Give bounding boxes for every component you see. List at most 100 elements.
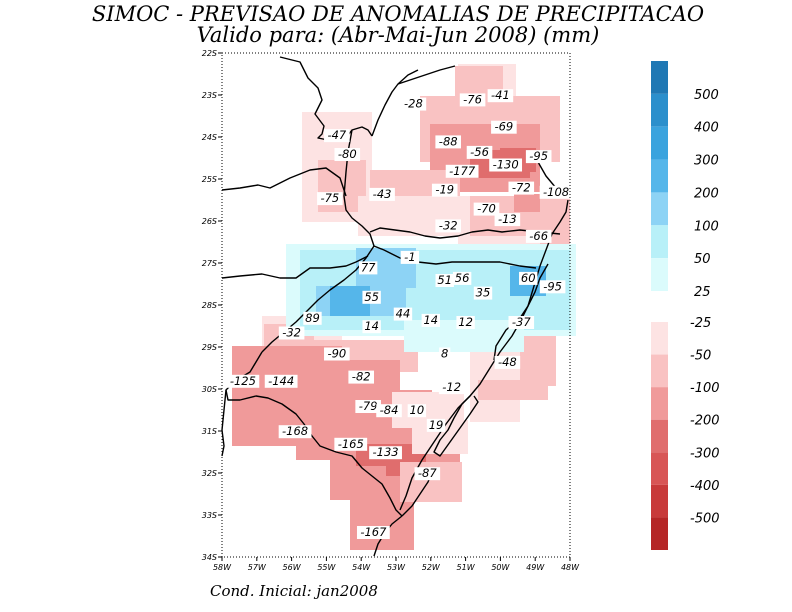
lat-tick-label: 28S: [202, 301, 217, 310]
grid-value: -144: [264, 374, 298, 388]
value-label-background: [435, 219, 461, 233]
value-label: -19: [435, 183, 454, 197]
colorbar-label: 100: [694, 219, 719, 234]
value-label-background: [466, 145, 493, 159]
colorbar-label: -200: [690, 414, 720, 429]
value-label: -144: [268, 374, 294, 388]
grid-value: -13: [494, 212, 521, 227]
value-label: 14: [423, 313, 438, 327]
value-label-background: [334, 437, 368, 451]
grid-value: 14: [421, 313, 440, 327]
grid-value: -95: [539, 279, 566, 294]
value-label: -87: [418, 466, 437, 480]
grid-value: -56: [466, 145, 493, 159]
grid-value: 12: [456, 315, 475, 329]
grid-value: -66: [525, 229, 552, 243]
value-label-background: [508, 181, 535, 195]
value-label-background: [435, 135, 461, 149]
value-label-background: [278, 326, 305, 340]
colorbar-swatch: [651, 258, 668, 291]
value-label-background: [264, 374, 298, 388]
value-label: 60: [521, 271, 536, 285]
value-label: 77: [361, 260, 376, 274]
value-label: 44: [396, 307, 411, 321]
colorbar-label: -300: [690, 446, 720, 461]
lon-tick-label: 48W: [561, 563, 580, 572]
value-label-background: [376, 404, 402, 418]
colorbar-swatch: [651, 419, 668, 453]
grid-value: -79: [355, 399, 381, 413]
grid-value: -88: [435, 134, 461, 149]
value-label: -95: [543, 279, 562, 293]
lat-tick-label: 32S: [202, 469, 217, 478]
colorbar-label: 25: [694, 285, 711, 300]
value-label-background: [452, 271, 472, 285]
value-label: -79: [359, 399, 378, 413]
value-label-background: [494, 213, 521, 227]
grid-value: -72: [508, 181, 535, 195]
value-label-background: [539, 185, 573, 199]
value-label-background: [324, 347, 350, 361]
lon-tick-label: 49W: [526, 563, 545, 572]
grid-value-labels: -28 -76 -41-69-47 -88-80 -56 -95-130-177-19 -7…: [226, 88, 573, 539]
lat-tick-label: 33S: [202, 511, 217, 520]
lat-tick-label: 26S: [202, 217, 217, 226]
border-sp-pr: [397, 65, 456, 85]
grid-value: 19: [426, 418, 446, 432]
grid-value: -1: [400, 250, 420, 264]
value-label: -133: [373, 445, 399, 459]
grid-value: -177: [445, 164, 479, 178]
value-label: -66: [529, 229, 548, 243]
value-label-background: [362, 290, 381, 304]
lat-tick-label: 22S: [202, 49, 217, 58]
value-label: -28: [404, 97, 423, 111]
value-label: -88: [439, 134, 458, 148]
colorbar-swatch: [651, 192, 668, 226]
lagoa-dos-patos: [433, 395, 479, 457]
colorbar-label: -100: [690, 381, 720, 396]
lon-tick-label: 52W: [422, 563, 441, 572]
value-label: -165: [338, 437, 364, 451]
grid-value: -90: [324, 347, 350, 361]
border-sc-rs: [373, 245, 537, 269]
grid-value: 55: [362, 290, 381, 304]
border-mato-grosso-sul: [371, 69, 419, 137]
value-label: 89: [305, 311, 320, 325]
value-label-background: [445, 164, 479, 178]
colorbar-swatch: [651, 159, 668, 193]
value-label: -125: [230, 374, 256, 388]
grid-value: 77: [358, 260, 378, 275]
colorbar-swatch: [651, 61, 668, 94]
lat-tick-label: 34S: [202, 553, 217, 562]
lat-tick-label: 29S: [202, 343, 217, 352]
grid-value: -108: [539, 185, 573, 199]
value-label: 51: [437, 273, 452, 287]
value-label-background: [459, 93, 486, 107]
value-label-background: [435, 274, 454, 287]
lat-tick-label: 27S: [202, 259, 217, 268]
border-argentina-north: [221, 255, 369, 279]
lon-tick-label: 53W: [387, 563, 406, 572]
grid-value: -76: [459, 92, 486, 107]
coast-sc-inner: [493, 263, 549, 361]
lon-tick-label: 55W: [317, 563, 336, 572]
colorbar-swatch: [651, 225, 668, 259]
grid-value: -48: [494, 355, 521, 369]
value-label: -56: [470, 145, 489, 159]
shade-cell: [350, 500, 414, 550]
value-label-background: [355, 400, 381, 413]
grid-value: -43: [369, 187, 395, 201]
border-paraguay-brazil: [279, 56, 373, 141]
grid-value: -133: [369, 445, 402, 460]
colorbar-swatch: [651, 452, 668, 485]
value-label: -167: [360, 525, 387, 539]
grid-value: 35: [473, 286, 493, 300]
value-label: -84: [380, 403, 399, 417]
colorbar-swatch: [651, 517, 668, 550]
precipitation-anomaly-map: -28 -76 -41-69-47 -88-80 -56 -95-130-177-19 -7…: [202, 49, 580, 572]
value-label: 55: [364, 290, 379, 304]
colorbar-label: -400: [690, 479, 720, 494]
value-label-background: [489, 158, 523, 172]
lat-tick-label: 30S: [202, 385, 217, 394]
value-label-background: [414, 467, 441, 481]
